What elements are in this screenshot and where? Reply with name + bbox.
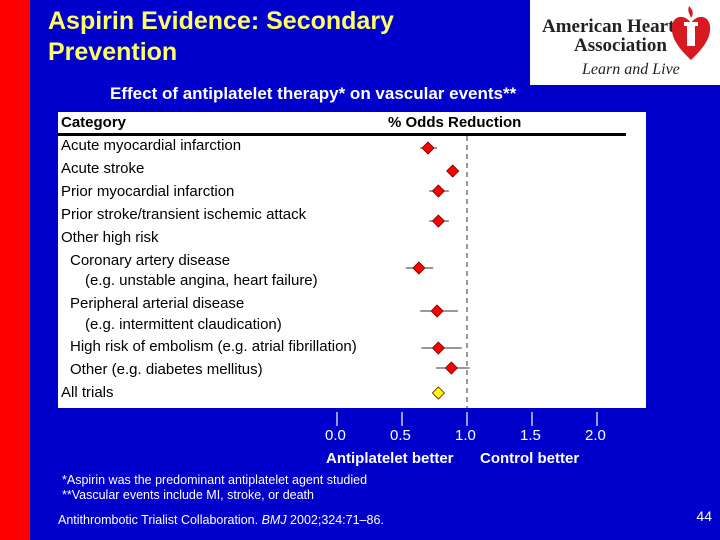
odds-ratio-marker: [444, 361, 458, 375]
citation: Antithrombotic Trialist Collaboration. B…: [58, 513, 384, 527]
logo-line2: Association: [574, 35, 667, 56]
x-axis: [336, 412, 598, 426]
category-label: Prior myocardial infarction: [61, 183, 235, 200]
category-label: Coronary artery disease: [70, 252, 231, 269]
odds-ratio-marker: [412, 261, 426, 275]
citation-authors: Antithrombotic Trialist Collaboration.: [58, 513, 262, 527]
x-tick-label: 1.5: [520, 427, 541, 444]
category-label: Peripheral arterial disease: [70, 295, 245, 312]
footnote-1: *Aspirin was the predominant antiplatele…: [62, 473, 368, 487]
odds-ratio-marker: [431, 214, 445, 228]
all-trials-marker: [431, 386, 445, 400]
citation-details: 2002;324:71–86.: [286, 513, 384, 527]
category-label: (e.g. intermittent claudication): [85, 316, 282, 333]
citation-journal: BMJ: [261, 513, 287, 527]
category-label: Prior stroke/transient ischemic attack: [61, 206, 307, 223]
category-label: High risk of embolism (e.g. atrial fibri…: [70, 338, 357, 355]
odds-ratio-marker: [446, 164, 460, 178]
logo-line1: American Heart: [542, 16, 675, 37]
odds-ratio-marker: [421, 141, 435, 155]
control-better-caption: Control better: [480, 450, 580, 467]
odds-ratio-marker: [431, 341, 445, 355]
title-line-1: Aspirin Evidence: Secondary: [48, 7, 394, 35]
category-label: Other (e.g. diabetes mellitus): [70, 361, 263, 378]
page-number: 44: [696, 508, 712, 524]
antiplatelet-better-caption: Antiplatelet better: [326, 450, 454, 467]
category-label: All trials: [61, 384, 114, 401]
forest-plot: [405, 136, 470, 408]
category-label: Acute myocardial infarction: [61, 137, 242, 154]
category-label: (e.g. unstable angina, heart failure): [85, 272, 318, 289]
forest-plot-panel: Category % Odds Reduction Acute myocardi…: [58, 112, 646, 408]
x-tick-label: 0.0: [325, 427, 346, 444]
logo-tagline: Learn and Live: [582, 61, 680, 78]
odds-ratio-marker: [430, 304, 444, 318]
x-tick-label: 2.0: [585, 427, 606, 444]
category-label: Acute stroke: [61, 160, 145, 177]
footnote-2: **Vascular events include MI, stroke, or…: [62, 488, 314, 502]
category-header: Category: [61, 114, 127, 131]
chart-subtitle: Effect of antiplatelet therapy* on vascu…: [110, 84, 517, 103]
title-line-2: Prevention: [48, 38, 178, 66]
odds-ratio-marker: [431, 184, 445, 198]
left-accent-stripe: [0, 0, 30, 540]
x-tick-label: 1.0: [455, 427, 476, 444]
aha-logo: American Heart Association Learn and Liv…: [530, 0, 720, 85]
heart-torch-icon: [671, 6, 711, 60]
slide-title: Aspirin Evidence: Secondary Prevention: [48, 6, 518, 68]
header-rule: [58, 133, 626, 136]
x-tick-label: 0.5: [390, 427, 411, 444]
odds-reduction-header: % Odds Reduction: [388, 114, 522, 131]
category-label: Other high risk: [61, 229, 159, 246]
